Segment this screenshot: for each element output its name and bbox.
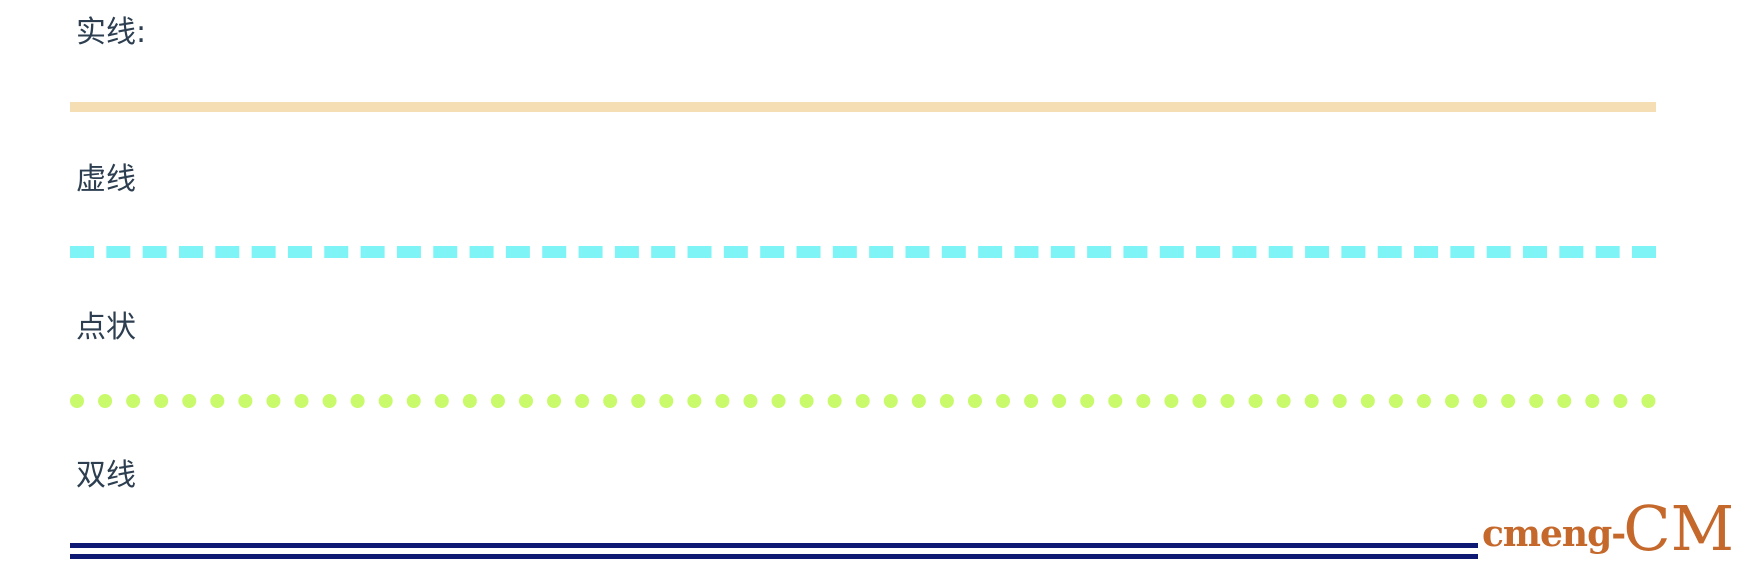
- solid-line: [70, 102, 1656, 112]
- dashed-line-label: 虚线: [76, 162, 136, 197]
- dashed-line: [70, 246, 1656, 258]
- solid-line-label: 实线:: [76, 15, 147, 50]
- double-line-label: 双线: [76, 458, 136, 493]
- watermark-logo: cmeng-CM: [1478, 498, 1739, 560]
- dotted-line-label: 点状: [76, 310, 136, 345]
- dotted-line: [70, 394, 1656, 408]
- double-line: [70, 543, 1656, 559]
- watermark-suffix: CM: [1623, 492, 1735, 565]
- watermark-prefix: cmeng-: [1482, 513, 1626, 555]
